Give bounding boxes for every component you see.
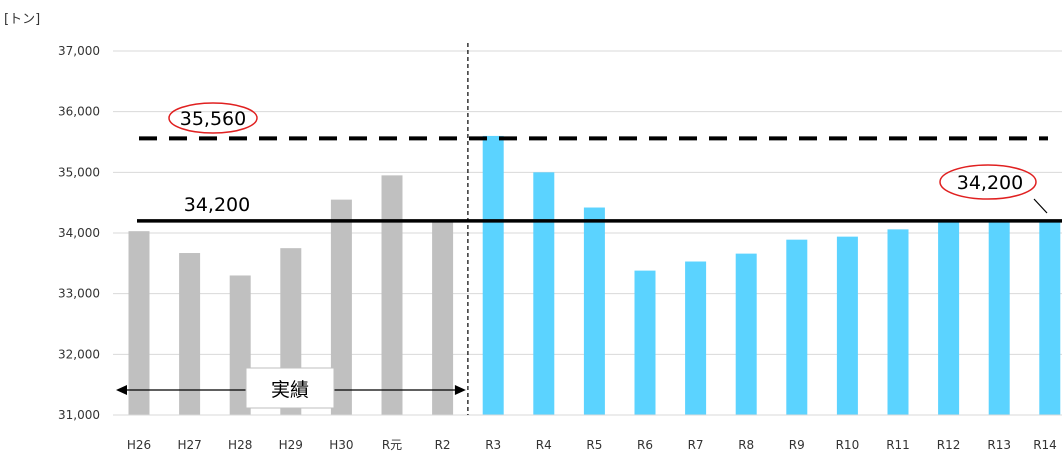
x-axis-ticks: H26 H27 H28 H29 H30 R元 R2 R3 R4 R5 R6 R7 R8 R9 R10 R11 R…: [127, 438, 1057, 452]
arrow-head-right: [454, 385, 466, 395]
x-tick-label: H27: [177, 438, 201, 452]
bar: [330, 199, 352, 415]
highlight-ellipse: [168, 102, 258, 134]
bar: [836, 236, 858, 415]
period-label: 実績: [271, 379, 309, 401]
bar: [583, 207, 605, 415]
bar: [482, 135, 504, 415]
x-tick-label: H29: [279, 438, 303, 452]
bar: [128, 231, 150, 415]
bar: [938, 220, 960, 415]
x-tick-label: R5: [586, 438, 602, 452]
x-tick-label: R9: [789, 438, 805, 452]
y-tick-label: 31,000: [58, 408, 100, 422]
x-tick-label: R11: [886, 438, 910, 452]
dashed-line-label: 35,560: [180, 108, 246, 130]
bar: [887, 229, 909, 415]
x-tick-label: R7: [688, 438, 704, 452]
annotations: 35,560 34,200 34,200 実績: [116, 43, 1062, 415]
y-unit-label: [トン]: [4, 12, 40, 27]
y-tick-label: 33,000: [58, 287, 100, 301]
highlight-ellipse: [939, 164, 1037, 200]
y-axis-ticks: 31,000 32,000 33,000 34,000 35,000 36,000 37,0…: [4, 12, 100, 422]
x-tick-label: R10: [836, 438, 860, 452]
y-tick-label: 32,000: [58, 347, 100, 361]
y-tick-label: 36,000: [58, 105, 100, 119]
bar: [179, 253, 201, 415]
x-tick-label: R元: [382, 438, 402, 452]
bar: [988, 220, 1010, 415]
x-tick-label: H26: [127, 438, 151, 452]
callout-line: [1033, 198, 1048, 214]
bar: [786, 239, 808, 415]
bar: [229, 275, 251, 415]
x-tick-label: H30: [329, 438, 353, 452]
end-value-label: 34,200: [957, 172, 1023, 194]
bar: [634, 270, 656, 415]
y-tick-label: 34,000: [58, 226, 100, 240]
bar: [533, 172, 555, 415]
period-label-box: [245, 367, 335, 409]
bar: [381, 175, 403, 415]
bar: [1039, 220, 1061, 415]
x-tick-label: R14: [1033, 438, 1057, 452]
bar: [685, 261, 707, 415]
x-tick-label: R8: [738, 438, 754, 452]
y-tick-label: 35,000: [58, 165, 100, 179]
solid-line-label: 34,200: [184, 194, 250, 216]
x-tick-label: R4: [536, 438, 552, 452]
x-tick-label: H28: [228, 438, 252, 452]
x-tick-label: R13: [987, 438, 1011, 452]
x-tick-label: R3: [485, 438, 501, 452]
x-tick-label: R2: [435, 438, 451, 452]
bar: [735, 253, 757, 415]
x-tick-label: R6: [637, 438, 653, 452]
x-tick-label: R12: [937, 438, 961, 452]
bar: [432, 220, 454, 415]
arrow-head-left: [116, 385, 127, 395]
y-tick-label: 37,000: [58, 44, 100, 58]
